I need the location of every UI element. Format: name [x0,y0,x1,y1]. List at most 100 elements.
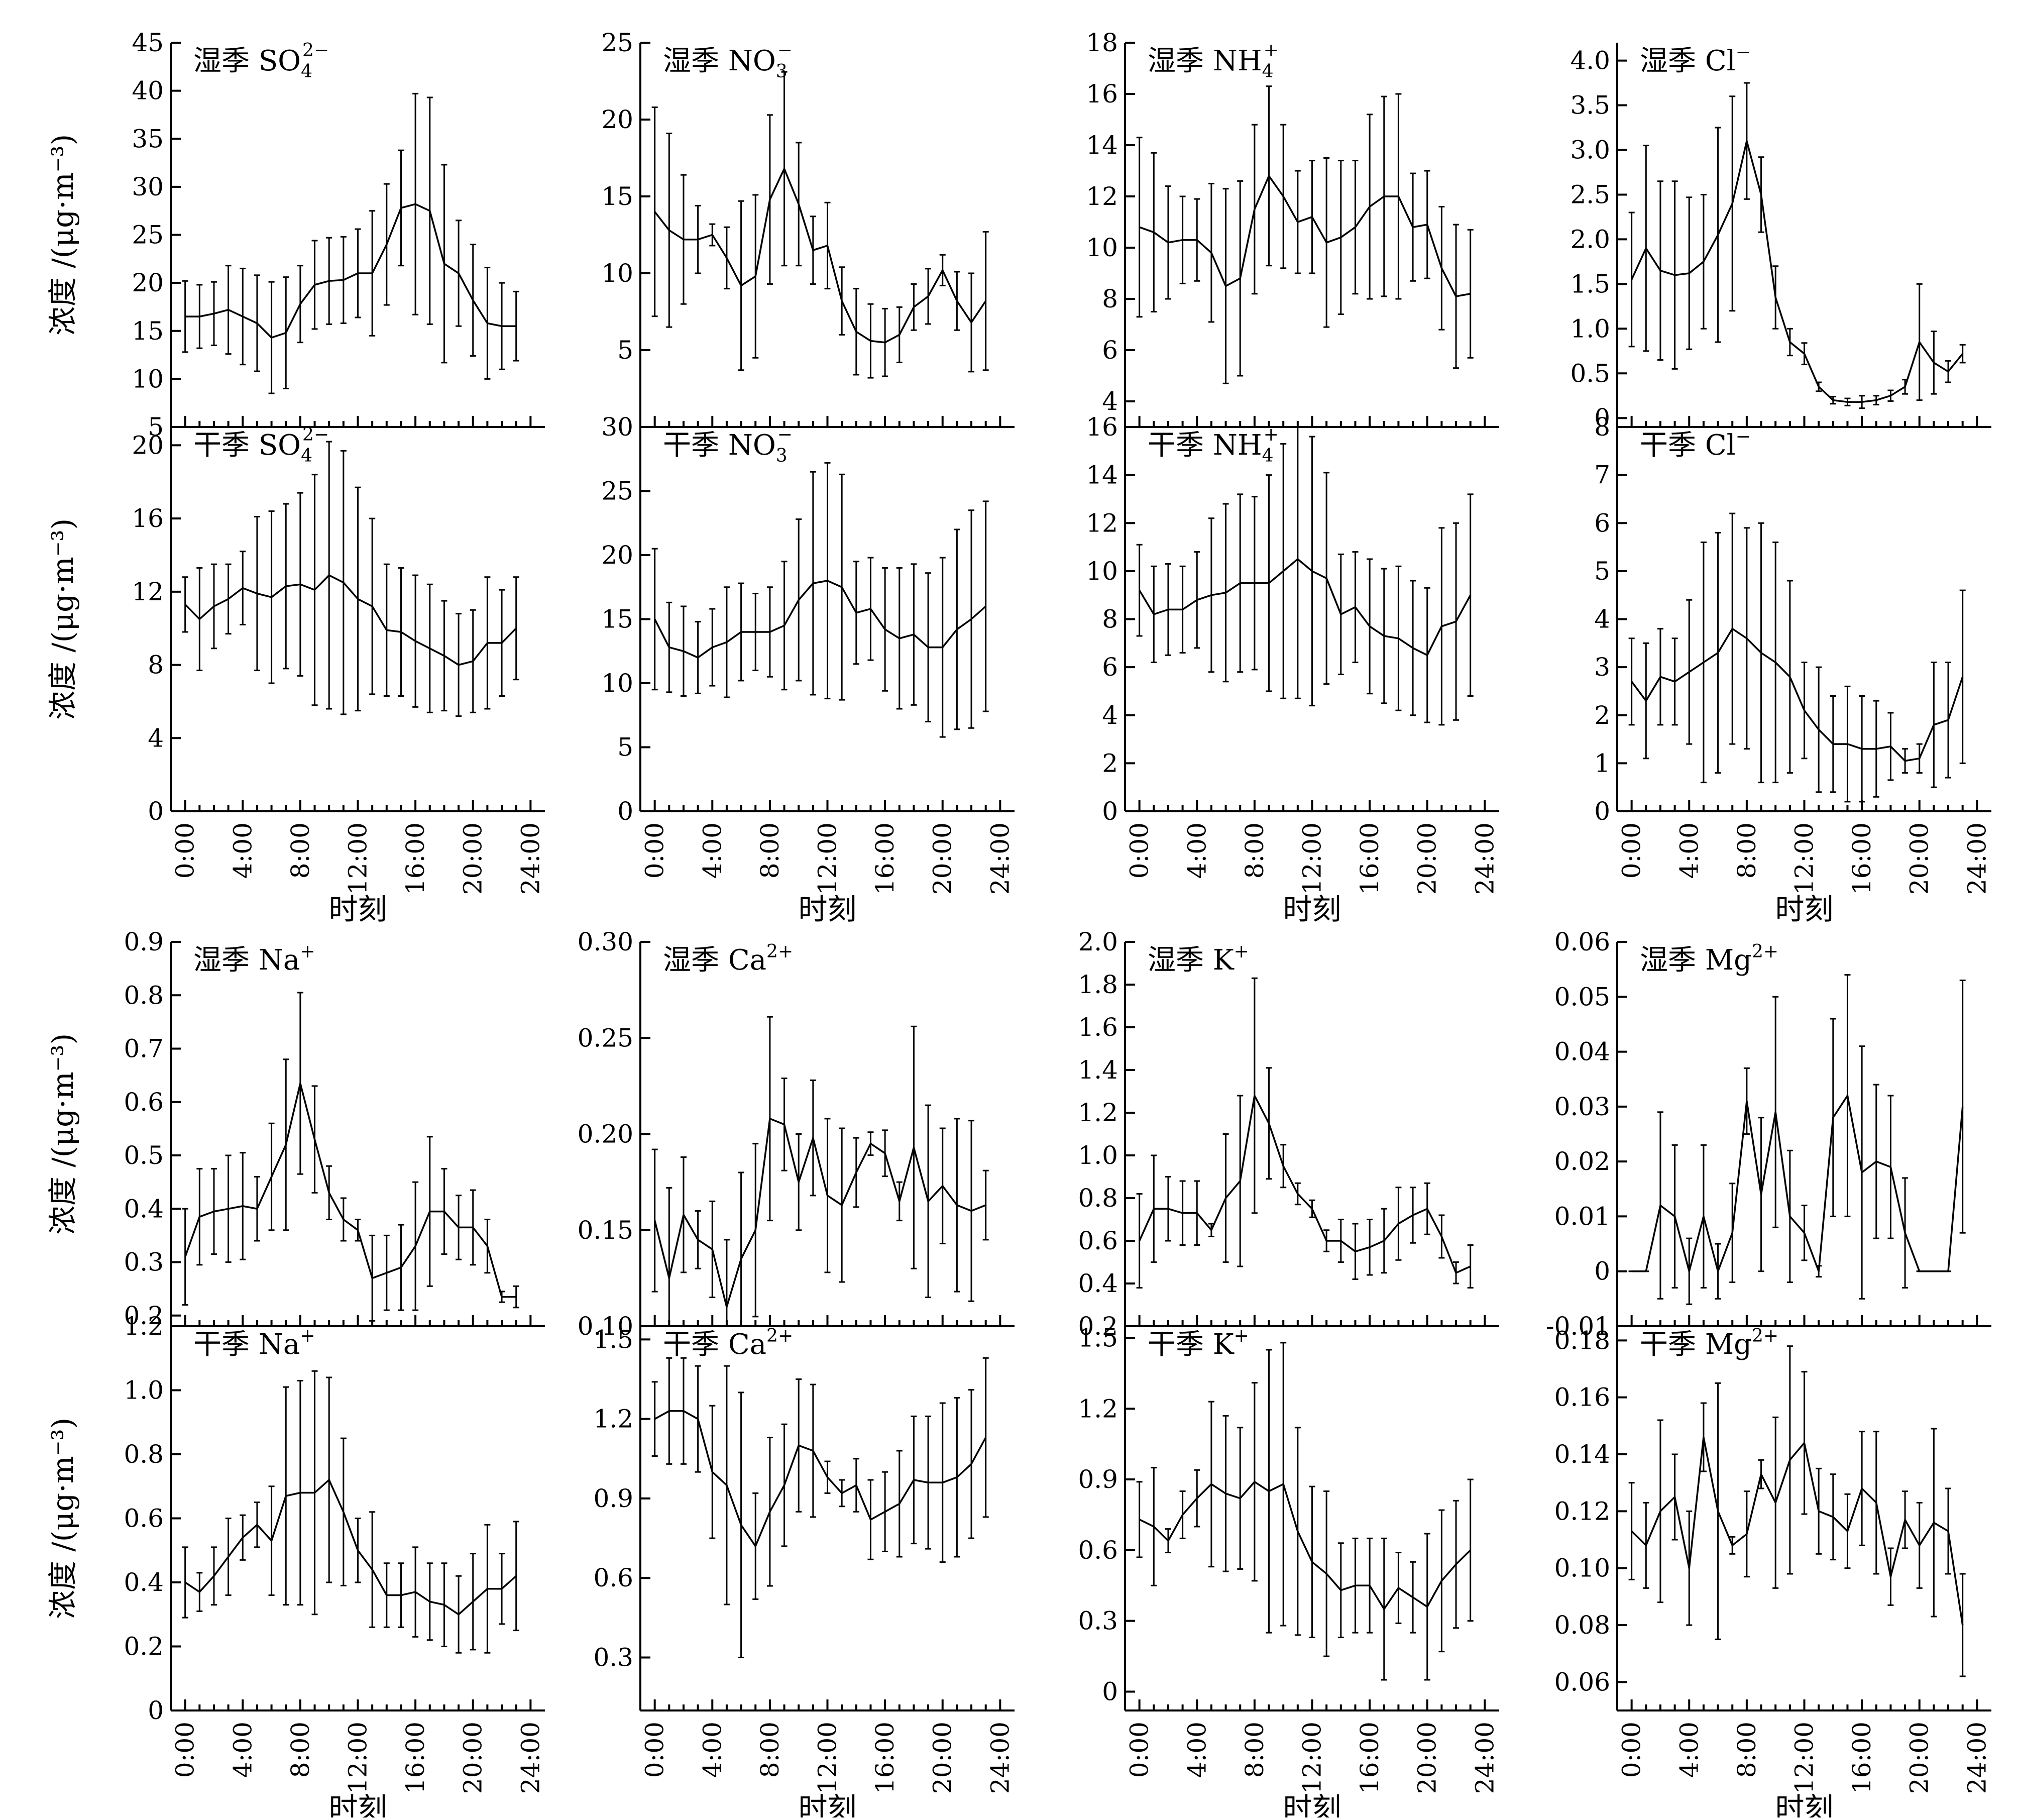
y-tick-label: 0.04 [1554,1037,1610,1066]
x-tick-label: 8:00 [286,822,315,879]
series-line [1139,1481,1471,1610]
panel-title: 干季 NO3− [663,424,793,466]
panel-title-season: 湿季 [663,944,728,977]
y-tick-label: 0.14 [1554,1440,1610,1469]
panel-title-superscript: − [1736,426,1751,447]
y-tick-label: 5 [617,336,633,365]
y-tick-label: 25 [601,477,633,506]
y-tick-label: 30 [601,412,633,442]
y-tick-label: 4 [1102,387,1118,416]
y-tick-label: 0.18 [1554,1326,1610,1355]
panel-title: 湿季 K+ [1148,941,1249,977]
y-tick-label: 0.02 [1554,1147,1610,1176]
y-tick-label: 10 [1086,557,1118,586]
panel-title: 干季 NH4+ [1148,424,1279,466]
y-tick-label: 1.0 [1078,1141,1118,1170]
y-axis-title: 浓度 /(μg·m⁻³) [46,134,80,336]
panel-title-ion: Cl [1705,429,1736,462]
y-tick-label: 7 [1594,461,1610,490]
x-tick-label: 20:00 [1413,1722,1442,1794]
series-line [654,580,986,659]
y-tick-label: 0.12 [1554,1496,1610,1526]
x-axis-title: 时刻 [798,892,856,926]
y-tick-label: 4 [1102,701,1118,730]
y-tick-label: 0.9 [593,1484,633,1513]
panel-title-subscript: 3 [776,446,788,466]
y-tick-label: 12 [132,577,164,606]
y-tick-label: 0.30 [578,927,633,956]
panel-title: 湿季 Ca2+ [663,941,793,977]
panel-title-season: 干季 [193,429,259,462]
y-tick-label: 0.20 [578,1120,633,1149]
y-tick-label: 0.08 [1554,1611,1610,1640]
panel-title-season: 干季 [1148,429,1213,462]
y-tick-label: 0.10 [1554,1554,1610,1583]
panel-title: 干季 SO42− [193,424,329,466]
panel-title-superscript: 2− [302,424,329,445]
series-line [185,203,516,339]
x-axis-title: 时刻 [1283,1791,1341,1817]
y-tick-label: 4 [1594,605,1610,634]
y-tick-label: 12 [1086,182,1118,211]
y-tick-label: 0.06 [1554,927,1610,956]
y-tick-label: 3 [1594,653,1610,682]
y-tick-label: 15 [601,182,633,211]
x-tick-label: 0:00 [171,1722,200,1778]
x-tick-label: 8:00 [755,822,785,879]
x-tick-label: 16:00 [401,822,430,895]
series-line [1139,175,1471,297]
x-tick-label: 12:00 [344,1722,373,1794]
x-tick-label: 24:00 [516,1722,545,1794]
y-tick-label: 0.4 [1078,1269,1118,1298]
y-tick-label: 8 [1102,284,1118,313]
panel-title: 干季 Cl− [1640,426,1751,462]
y-tick-label: 1.5 [1078,1323,1118,1352]
x-axis-title: 时刻 [1775,1791,1833,1817]
y-tick-label: 0.05 [1554,982,1610,1011]
panel-title-season: 湿季 [1148,45,1213,77]
y-tick-label: 5 [1594,557,1610,586]
panel-title-season: 干季 [1148,1328,1213,1361]
x-tick-label: 0:00 [1617,822,1646,879]
y-tick-label: 1.5 [1570,269,1610,298]
panel-dry-cl: 0 1 2 3 4 5 6 7 8 0:00 4:00 8:00 12:00 16:00 20:00 24:0… [1594,412,1991,926]
y-tick-label: 0 [1594,797,1610,826]
x-tick-label: 20:00 [1905,822,1934,895]
y-tick-label: 5 [617,733,633,762]
y-tick-label: 2 [1102,748,1118,778]
y-tick-label: 0.3 [593,1643,633,1672]
x-tick-label: 8:00 [755,1722,785,1778]
y-tick-label: 0.4 [124,1568,164,1597]
y-tick-label: 0.8 [124,1440,164,1469]
y-tick-label: 14 [1086,131,1118,160]
y-tick-label: 0.03 [1554,1092,1610,1121]
panel-title-ion: K [1213,1328,1235,1361]
y-tick-label: 2.0 [1078,927,1118,956]
y-tick-label: 1.8 [1078,970,1118,999]
y-tick-label: 6 [1102,653,1118,682]
y-tick-label: 0 [148,797,164,826]
y-tick-label: 45 [132,28,164,57]
panel-wet-mg: -0.01 0 0.01 0.02 0.03 0.04 0.05 0.06 湿季 Mg2+ [1546,927,1991,1341]
y-tick-label: 12 [1086,508,1118,538]
y-tick-label: 1 [1594,748,1610,778]
panel-title-subscript: 4 [1262,61,1274,82]
y-tick-label: 35 [132,124,164,153]
panel-title-superscript: + [1234,941,1249,962]
panel-wet-ca: 0.10 0.15 0.20 0.25 0.30 湿季 Ca2+ [578,927,1015,1341]
x-tick-label: 20:00 [1413,822,1442,895]
panel-title-superscript: 2+ [1752,1326,1778,1346]
x-tick-label: 20:00 [928,1722,957,1794]
y-tick-label: 0 [617,797,633,826]
x-tick-label: 8:00 [1240,1722,1269,1778]
panel-title-ion: Mg [1705,1328,1752,1361]
y-tick-label: 0.9 [1078,1465,1118,1494]
x-tick-label: 24:00 [1962,1722,1991,1794]
panel-dry-so4: 0 4 8 12 16 20 0:00 4:00 8:00 12:00 16:00 20:00 24:0… [46,424,545,926]
panel-title-season: 干季 [1640,429,1705,462]
panel-title-ion: Mg [1705,944,1752,977]
panel-title-ion: SO [259,429,301,462]
panel-title-season: 干季 [663,429,728,462]
y-tick-label: 1.6 [1078,1013,1118,1042]
